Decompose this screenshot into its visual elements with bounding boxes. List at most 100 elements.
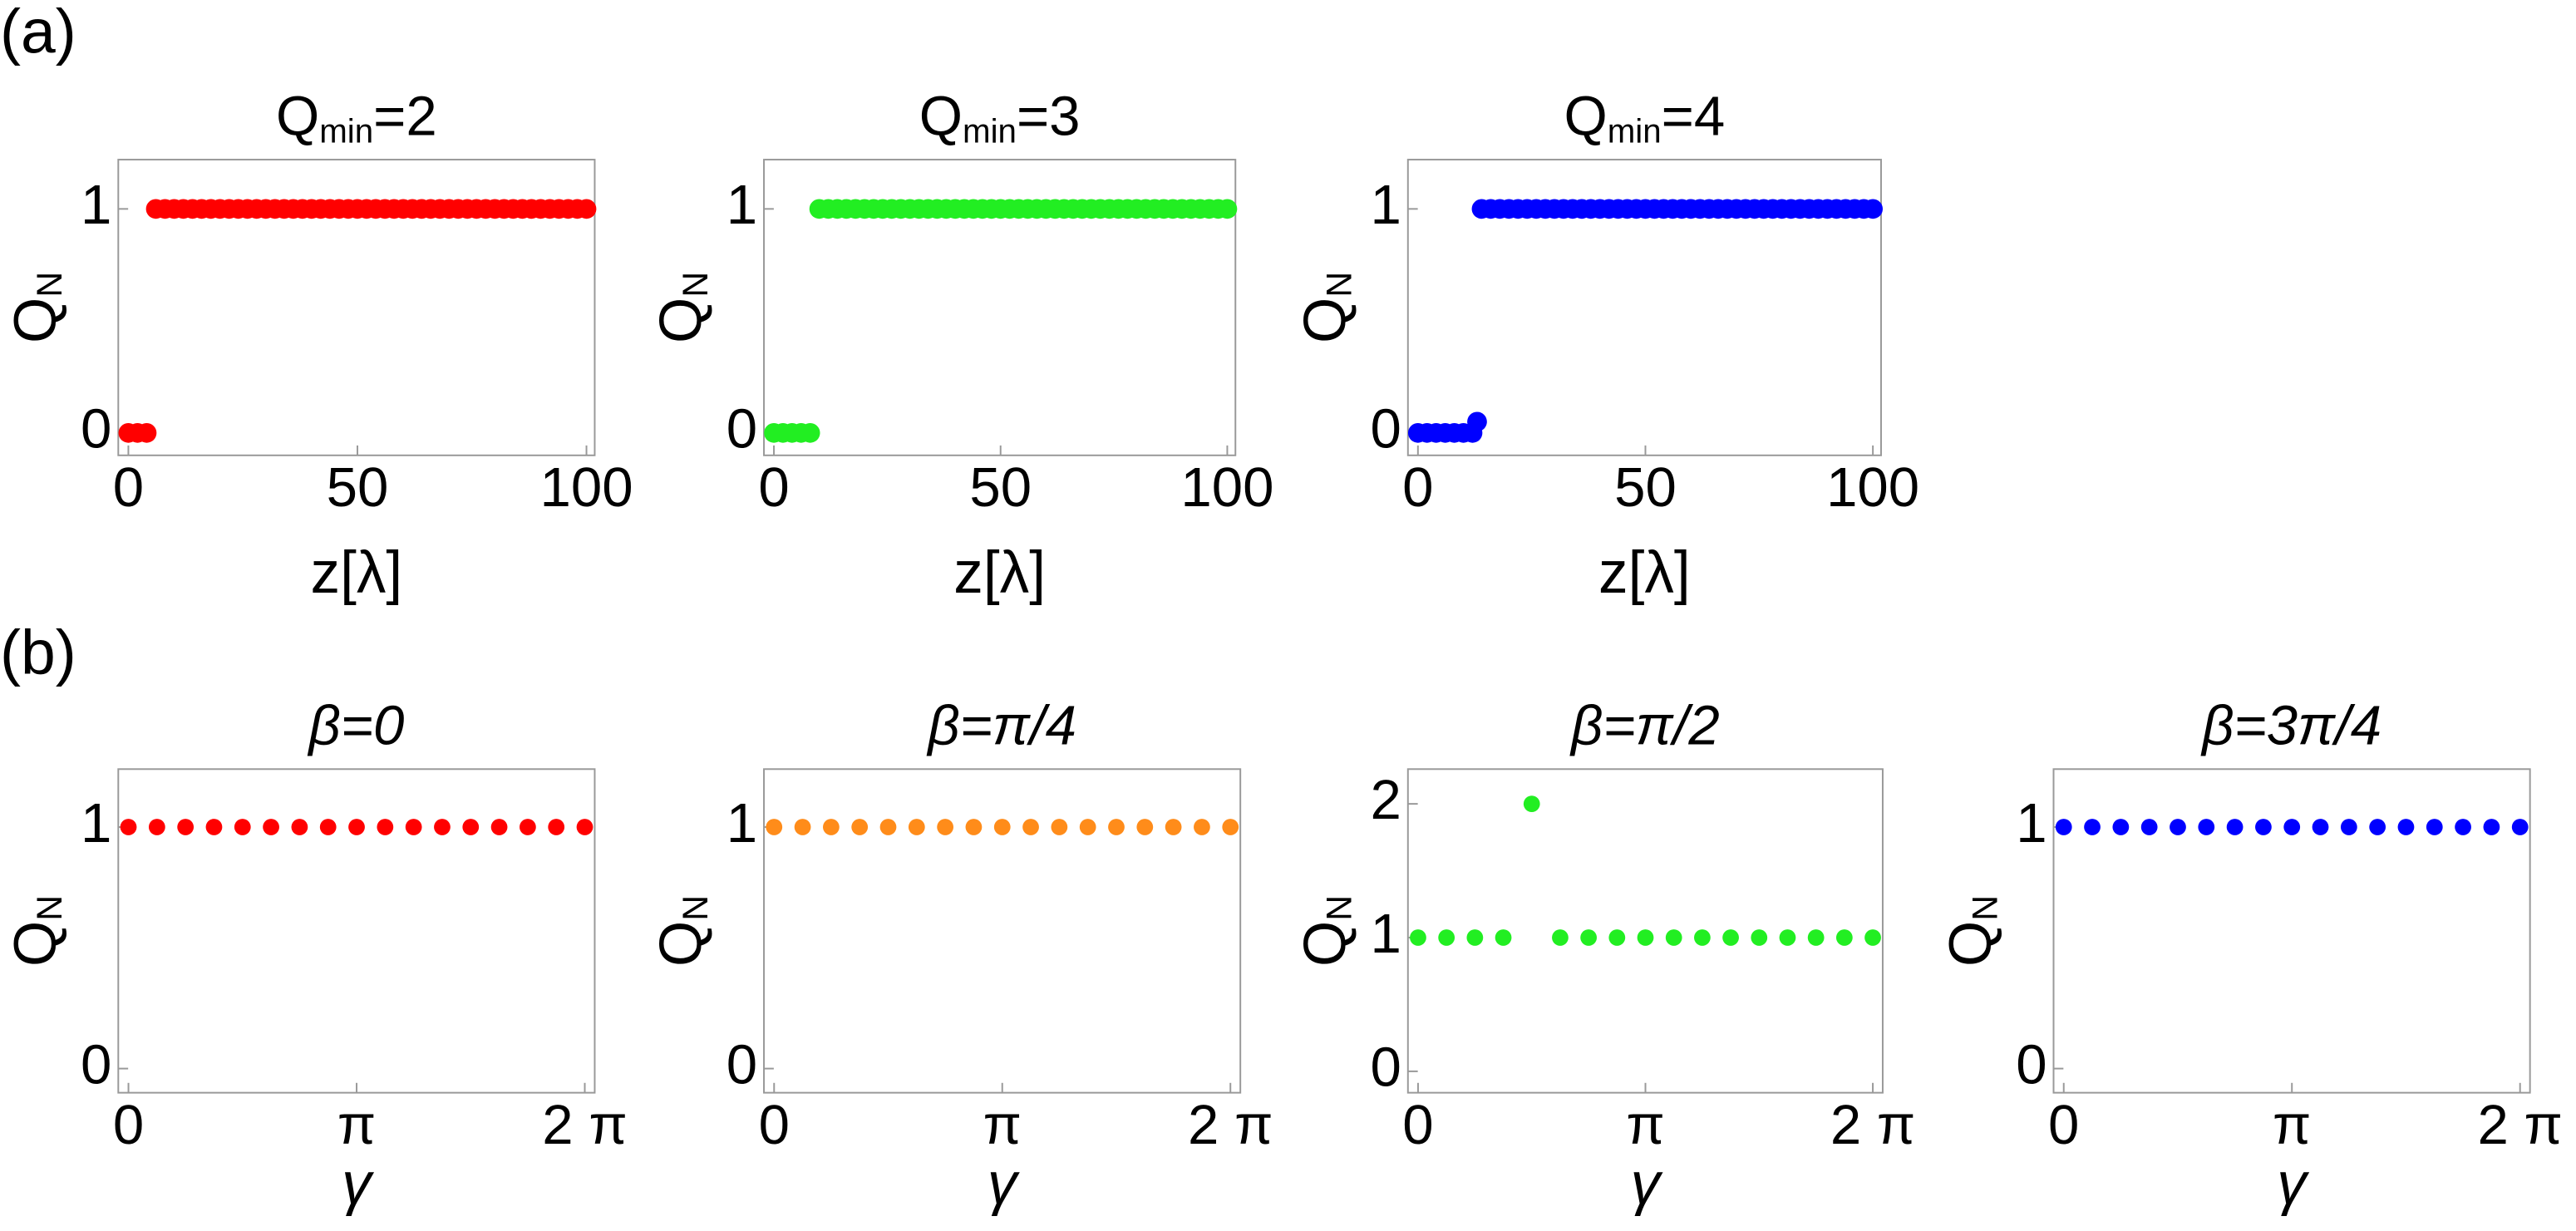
- x-axis-label: γ: [2277, 1151, 2309, 1217]
- point: [405, 819, 422, 835]
- point: [937, 819, 954, 835]
- x-tick-label: 0: [758, 456, 789, 519]
- point: [1864, 929, 1881, 946]
- plot-frame: [2052, 768, 2531, 1094]
- point: [1194, 819, 1210, 835]
- x-tick-label: 50: [327, 456, 389, 519]
- chart-title: β=3π/4: [2200, 695, 2381, 757]
- chart-title-part: =2: [373, 85, 437, 147]
- point: [136, 422, 157, 443]
- x-axis-label: γ: [1631, 1151, 1663, 1217]
- y-tick-label: 0: [2016, 1033, 2047, 1096]
- point: [548, 819, 565, 835]
- point: [1466, 929, 1484, 946]
- x-tick-label: π: [983, 1094, 1022, 1156]
- chart-title-part: min: [963, 112, 1017, 150]
- x-tick-label: 50: [969, 456, 1032, 519]
- chart-title: β=π/2: [1569, 695, 1720, 757]
- point: [1580, 929, 1598, 946]
- point: [2483, 819, 2500, 835]
- chart-title: Qmin=4: [1564, 85, 1725, 150]
- chart-title: β=π/4: [926, 695, 1076, 757]
- x-tick-label: π: [2273, 1094, 2311, 1156]
- y-axis-label-part: N: [1320, 272, 1360, 298]
- x-tick-label: 2 π: [1188, 1094, 1273, 1156]
- point: [576, 199, 597, 219]
- x-tick-label: 100: [1180, 456, 1273, 519]
- y-tick-label: 1: [1370, 174, 1401, 236]
- y-axis-label-part: N: [676, 272, 716, 298]
- y-axis-label-part: Q: [1293, 921, 1358, 967]
- point: [2397, 819, 2415, 835]
- point: [1608, 929, 1626, 946]
- x-tick-label: 100: [539, 456, 633, 519]
- y-axis-label-part: N: [1966, 895, 2006, 921]
- point: [1222, 819, 1239, 835]
- plot-frame: [1406, 159, 1882, 456]
- point: [2084, 819, 2101, 835]
- y-tick-label: 0: [727, 398, 757, 460]
- point: [2055, 819, 2072, 835]
- point: [2112, 819, 2130, 835]
- point: [2226, 819, 2244, 835]
- panel-label: (a): [0, 0, 76, 66]
- point: [1467, 411, 1487, 432]
- y-tick-label: 0: [81, 1033, 111, 1096]
- point: [2170, 819, 2186, 835]
- y-axis-label-part: N: [31, 272, 71, 298]
- y-axis-label-part: Q: [1938, 921, 2003, 967]
- chart-title-part: Q: [1564, 85, 1607, 147]
- y-axis-label: QN: [2, 895, 70, 967]
- y-tick-label: 1: [81, 792, 111, 854]
- point: [1807, 929, 1825, 946]
- point: [1835, 929, 1853, 946]
- x-tick-label: 100: [1826, 456, 1919, 519]
- point: [205, 819, 223, 835]
- point: [766, 819, 783, 835]
- point: [2283, 819, 2301, 835]
- point: [908, 819, 925, 835]
- x-tick-label: 50: [1614, 456, 1677, 519]
- x-axis-label: γ: [988, 1151, 1020, 1217]
- point: [2455, 819, 2471, 835]
- y-tick-label: 1: [81, 174, 111, 236]
- y-tick-label: 1: [727, 792, 757, 854]
- x-tick-label: 0: [113, 456, 144, 519]
- chart-title-part: =3: [1017, 85, 1081, 147]
- point: [851, 819, 869, 835]
- y-tick-label: 0: [727, 1033, 757, 1096]
- point: [1079, 819, 1096, 835]
- y-axis-label: QN: [2, 272, 70, 343]
- y-tick-label: 0: [81, 398, 111, 460]
- x-tick-label: 2 π: [1830, 1094, 1915, 1156]
- chart-title-part: Q: [276, 85, 319, 147]
- y-axis-label-part: Q: [648, 921, 714, 967]
- x-tick-label: 0: [759, 1094, 790, 1156]
- point: [2255, 819, 2272, 835]
- point: [462, 819, 480, 835]
- point: [1779, 929, 1796, 946]
- plot-frame: [763, 768, 1242, 1094]
- point: [263, 819, 279, 835]
- point: [1523, 795, 1540, 813]
- y-tick-label: 1: [1370, 903, 1401, 965]
- x-tick-label: π: [1626, 1094, 1664, 1156]
- point: [2140, 819, 2158, 835]
- point: [2369, 819, 2386, 835]
- point: [291, 819, 308, 835]
- point: [1552, 929, 1569, 946]
- y-tick-label: 0: [1370, 398, 1401, 460]
- point: [993, 819, 1011, 835]
- y-axis-label-part: Q: [2, 298, 68, 343]
- y-axis-label-part: Q: [2, 921, 68, 967]
- x-tick-label: 2 π: [542, 1094, 627, 1156]
- chart-title: Qmin=2: [276, 85, 437, 150]
- point: [794, 819, 811, 835]
- point: [234, 819, 251, 835]
- point: [1217, 199, 1238, 219]
- point: [377, 819, 394, 835]
- point: [1722, 929, 1739, 946]
- x-tick-label: 2 π: [2478, 1094, 2563, 1156]
- point: [490, 819, 508, 835]
